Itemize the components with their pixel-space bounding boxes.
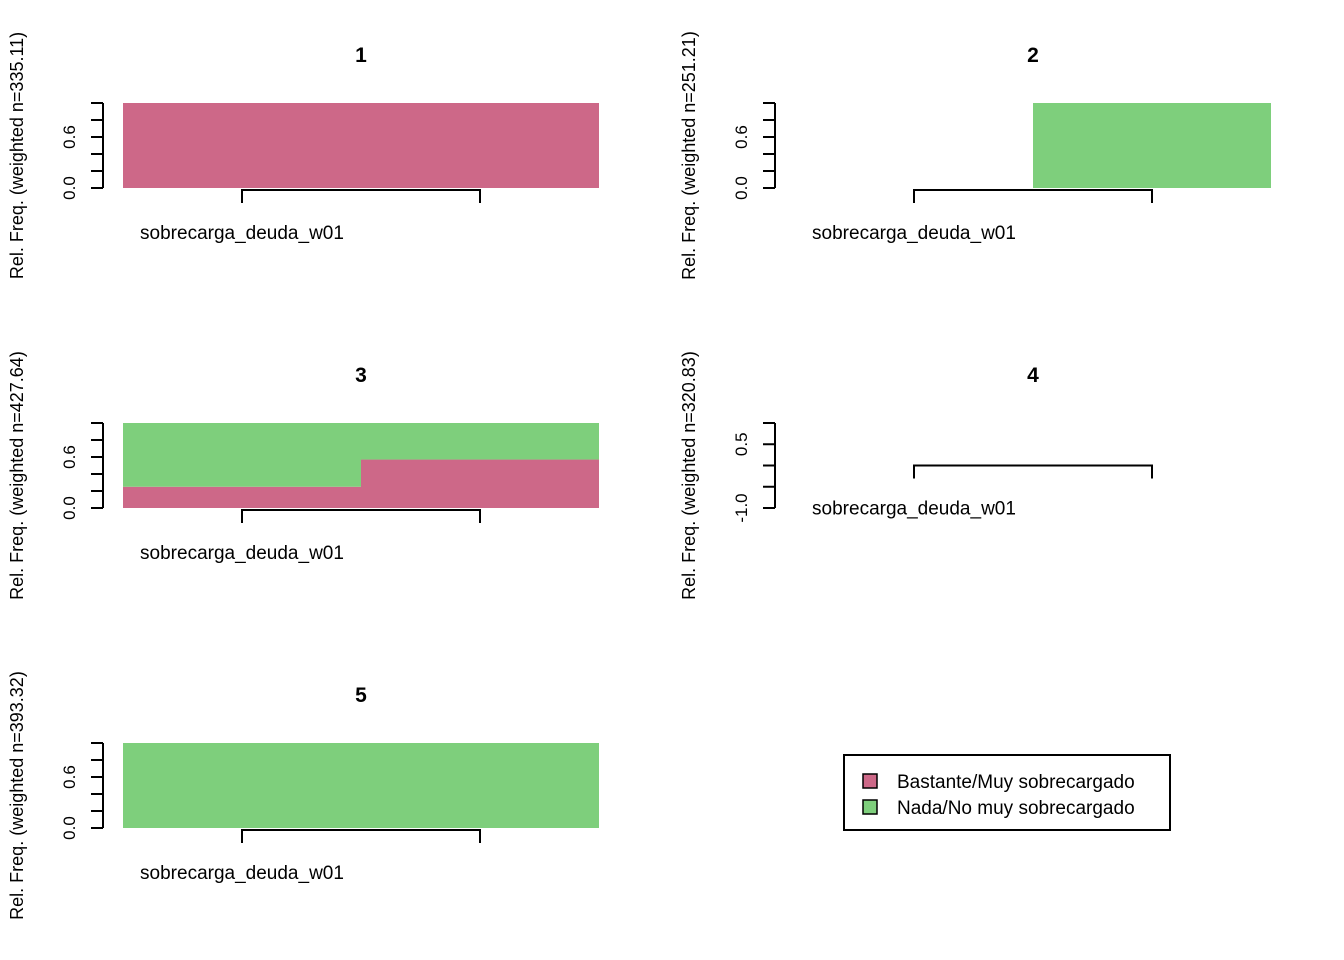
panel-title: 3 xyxy=(355,364,367,387)
x-axis-label: sobrecarga_deuda_w01 xyxy=(140,543,344,564)
x-axis xyxy=(913,464,1153,479)
y-tick-label: 0.6 xyxy=(60,765,79,789)
y-tick-label: -1.0 xyxy=(732,493,751,522)
panel-4: 4 -1.0 0.5 Rel. Freq. (weighted n=320.83) so… xyxy=(679,351,1153,600)
panel-title: 2 xyxy=(1027,44,1039,67)
legend-label: Bastante/Muy sobrecargado xyxy=(897,772,1135,793)
y-tick-label: 0.0 xyxy=(732,176,751,200)
x-axis-label: sobrecarga_deuda_w01 xyxy=(812,499,1016,520)
y-tick-label: 0.6 xyxy=(60,125,79,149)
y-tick-label: 0.0 xyxy=(60,176,79,200)
legend-box xyxy=(843,754,1171,831)
x-axis xyxy=(913,189,1153,203)
x-axis xyxy=(241,829,481,843)
bar-segment xyxy=(1033,103,1271,188)
bar-segment xyxy=(123,103,599,188)
x-axis-label: sobrecarga_deuda_w01 xyxy=(140,863,344,884)
y-axis-label: Rel. Freq. (weighted n=251.21) xyxy=(679,31,699,280)
panel-2: 2 0.0 0.6 Rel. Freq. (weighted n=251.21) sob… xyxy=(679,31,1271,280)
panel-1: 1 0.0 0.6 Rel. Freq. (weighted n=335.11) sob… xyxy=(7,32,599,279)
bar-segment xyxy=(123,423,361,487)
y-axis-label: Rel. Freq. (weighted n=427.64) xyxy=(7,351,27,600)
x-axis-label: sobrecarga_deuda_w01 xyxy=(140,223,344,244)
panel-5: 5 0.0 0.6 Rel. Freq. (weighted n=393.32) sob… xyxy=(7,671,599,920)
panel-title: 5 xyxy=(355,684,367,707)
bar-segment xyxy=(361,423,599,460)
bar-segment xyxy=(123,743,599,828)
y-tick-label: 0.0 xyxy=(60,816,79,840)
y-tick-label: 0.6 xyxy=(732,125,751,149)
legend-swatch xyxy=(862,773,878,789)
y-axis-label: Rel. Freq. (weighted n=335.11) xyxy=(7,32,27,279)
legend-swatch xyxy=(862,799,878,815)
y-tick-label: 0.0 xyxy=(60,496,79,520)
y-tick-label: 0.6 xyxy=(60,445,79,469)
panel-title: 4 xyxy=(1027,364,1039,387)
y-tick-label: 0.5 xyxy=(732,432,751,456)
x-axis xyxy=(241,509,481,523)
legend: Bastante/Muy sobrecargado Nada/No muy sob… xyxy=(843,754,1171,831)
legend-label: Nada/No muy sobrecargado xyxy=(897,798,1135,819)
x-axis xyxy=(241,189,481,203)
x-axis-label: sobrecarga_deuda_w01 xyxy=(812,223,1016,244)
bar-segment xyxy=(123,486,361,508)
y-axis-label: Rel. Freq. (weighted n=393.32) xyxy=(7,671,27,920)
y-axis-label: Rel. Freq. (weighted n=320.83) xyxy=(679,351,699,600)
bar-segment xyxy=(361,459,599,508)
panel-title: 1 xyxy=(355,44,367,67)
panel-3: 3 0.0 0.6 Rel. Freq. (weighted n=427.64) sob… xyxy=(7,351,599,600)
